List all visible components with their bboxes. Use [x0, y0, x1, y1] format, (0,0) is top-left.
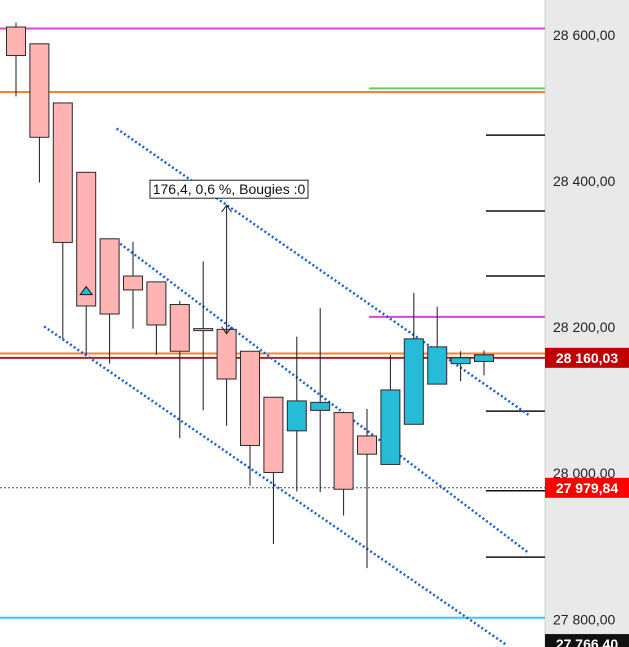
candle-body — [29, 43, 50, 138]
candle — [357, 408, 377, 569]
candle — [263, 396, 284, 545]
price-tag-bg — [545, 634, 629, 647]
candle — [146, 281, 167, 355]
price-tag-label: 28 160,03 — [556, 350, 618, 366]
measurement-label: 176,4, 0,6 %, Bougies :0 — [153, 181, 306, 197]
price-tag: 27 766,40 — [545, 634, 629, 647]
candle-body — [240, 350, 260, 446]
y-tick-label: 28 400,00 — [553, 173, 615, 189]
candle-body — [450, 357, 471, 365]
candle — [240, 350, 260, 486]
candle — [403, 292, 424, 425]
price-tag-label: 27 766,40 — [556, 636, 618, 647]
candle-body — [310, 401, 331, 411]
candle-body — [263, 396, 284, 473]
price-axis-panel — [545, 0, 629, 647]
trend-channel — [43, 127, 530, 647]
y-tick-label: 28 000,00 — [553, 465, 615, 481]
price-axis-ticks: 28 600,00 28 400,00 28 200,00 28 000,00 27 8… — [553, 27, 615, 627]
candle-body — [216, 328, 237, 380]
level-marks — [486, 134, 545, 558]
candle-body — [333, 412, 354, 490]
measurement-box — [149, 179, 309, 199]
candle — [310, 308, 331, 493]
channel-line-2 — [43, 325, 509, 647]
measurement-arrow-bottom — [221, 326, 233, 335]
candle — [193, 261, 214, 411]
measurement-arrow-top — [221, 204, 233, 213]
candle-body — [380, 389, 401, 465]
candle — [99, 238, 120, 364]
candle — [333, 412, 354, 516]
channel-line-1 — [115, 239, 530, 554]
price-tag-bg — [545, 477, 629, 498]
price-tag: 28 160,03 — [545, 347, 629, 368]
candle — [123, 241, 143, 329]
candle — [286, 336, 307, 492]
y-tick-label: 28 600,00 — [553, 27, 615, 43]
candle-body — [427, 346, 448, 385]
candle-body — [193, 328, 214, 332]
candle — [474, 350, 494, 376]
candle — [52, 102, 73, 339]
candles — [6, 22, 494, 569]
candle-body — [76, 171, 97, 307]
candle — [450, 351, 471, 382]
candle-body — [286, 400, 307, 432]
price-tag: 27 979,84 — [545, 477, 629, 498]
candle-body — [403, 338, 424, 425]
candle-body — [474, 354, 494, 362]
candle-body — [123, 275, 143, 291]
candle-body — [52, 102, 73, 243]
candle — [427, 306, 448, 385]
candle — [76, 171, 97, 355]
candle-body — [169, 304, 190, 352]
measurement-annotation: 176,4, 0,6 %, Bougies :0 — [149, 179, 309, 335]
candle — [380, 354, 401, 465]
price-tags: 28 160,03 27 979,84 27 766,40 — [545, 347, 629, 647]
candle-body — [99, 238, 120, 315]
candle-marker — [79, 285, 94, 296]
candle — [6, 22, 26, 97]
y-tick-label: 27 800,00 — [553, 611, 615, 627]
candle — [29, 43, 50, 183]
candle-body — [357, 435, 377, 455]
candle — [169, 300, 190, 439]
candle-body — [146, 281, 167, 326]
price-tag-label: 27 979,84 — [556, 480, 618, 496]
candle-body — [6, 26, 26, 56]
price-tag-bg — [545, 347, 629, 368]
y-tick-label: 28 200,00 — [553, 319, 615, 335]
